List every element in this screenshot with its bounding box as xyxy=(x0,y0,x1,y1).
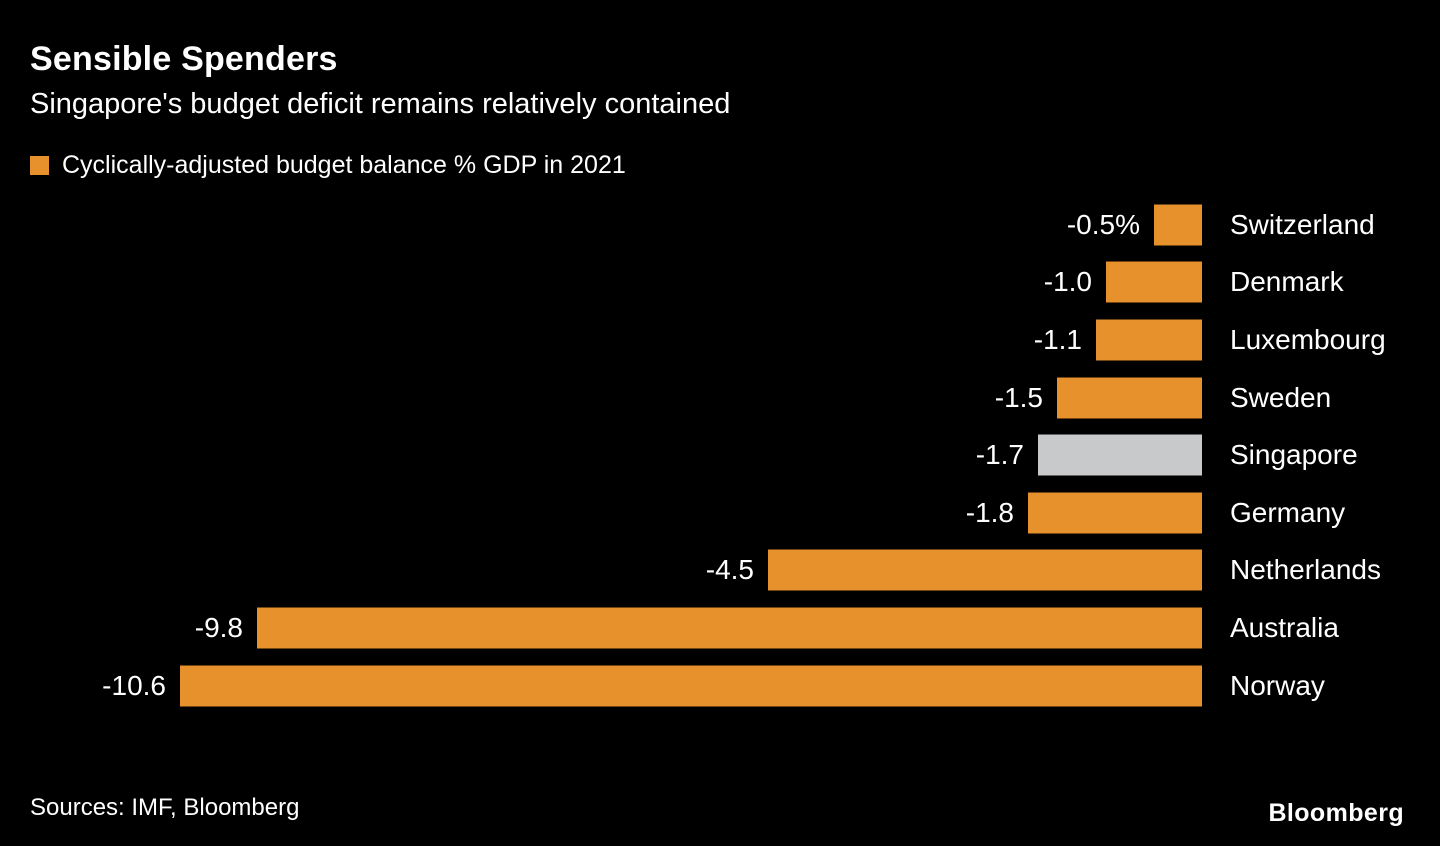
bar-area: -9.8 xyxy=(30,599,1202,657)
bar-area: -1.8 xyxy=(30,484,1202,542)
bar-area: -0.5% xyxy=(30,196,1202,254)
chart-row: -1.1 Luxembourg xyxy=(30,311,1410,369)
chart-row: -1.8 Germany xyxy=(30,484,1410,542)
bar-value-label: -1.8 xyxy=(965,496,1014,528)
chart-title: Sensible Spenders xyxy=(30,40,338,78)
bar-australia xyxy=(257,607,1202,649)
bar-area: -1.1 xyxy=(30,311,1202,369)
category-label: Singapore xyxy=(1230,439,1358,471)
bar-area: -1.5 xyxy=(30,369,1202,427)
bar-value-label: -1.5 xyxy=(994,381,1043,413)
bloomberg-logo: Bloomberg xyxy=(1268,799,1404,827)
chart-subtitle: Singapore's budget deficit remains relat… xyxy=(30,88,731,121)
category-label: Denmark xyxy=(1230,266,1344,298)
bar-sweden xyxy=(1057,377,1202,419)
legend: Cyclically-adjusted budget balance % GDP… xyxy=(30,151,1410,180)
bar-value-label: -1.1 xyxy=(1033,323,1082,355)
bar-value-label: -0.5% xyxy=(1066,208,1140,240)
bar-luxembourg xyxy=(1096,319,1202,361)
chart-row: -10.6 Norway xyxy=(30,657,1410,715)
bar-area: -1.0 xyxy=(30,254,1202,312)
category-label: Netherlands xyxy=(1230,554,1381,586)
bar-area: -1.7 xyxy=(30,426,1202,484)
bar-area: -10.6 xyxy=(30,657,1202,715)
chart-row: -4.5 Netherlands xyxy=(30,542,1410,600)
chart-header: Sensible Spenders Singapore's budget def… xyxy=(0,0,1440,121)
chart: -0.5% Switzerland -1.0 Denmark -1.1 Luxembour… xyxy=(30,196,1410,714)
chart-row: -9.8 Australia xyxy=(30,599,1410,657)
bar-value-label: -9.8 xyxy=(194,611,243,643)
bar-denmark xyxy=(1106,261,1202,303)
category-label: Norway xyxy=(1230,669,1325,701)
chart-row: -0.5% Switzerland xyxy=(30,196,1410,254)
category-label: Australia xyxy=(1230,611,1339,643)
bar-netherlands xyxy=(768,549,1202,591)
chart-row: -1.7 Singapore xyxy=(30,426,1410,484)
legend-swatch-icon xyxy=(30,156,49,176)
category-label: Switzerland xyxy=(1230,208,1375,240)
bar-switzerland xyxy=(1154,204,1202,246)
category-label: Sweden xyxy=(1230,381,1332,413)
legend-label: Cyclically-adjusted budget balance % GDP… xyxy=(62,151,626,180)
bar-value-label: -1.7 xyxy=(975,439,1024,471)
chart-row: -1.0 Denmark xyxy=(30,254,1410,312)
bar-singapore xyxy=(1038,434,1202,476)
bar-value-label: -4.5 xyxy=(705,554,754,586)
sources-note: Sources: IMF, Bloomberg xyxy=(30,794,300,821)
chart-row: -1.5 Sweden xyxy=(30,369,1410,427)
bar-area: -4.5 xyxy=(30,542,1202,600)
category-label: Luxembourg xyxy=(1230,323,1386,355)
bar-value-label: -1.0 xyxy=(1043,266,1092,298)
bar-value-label: -10.6 xyxy=(102,669,166,701)
bar-norway xyxy=(180,665,1202,707)
category-label: Germany xyxy=(1230,496,1346,528)
bar-germany xyxy=(1028,492,1202,534)
